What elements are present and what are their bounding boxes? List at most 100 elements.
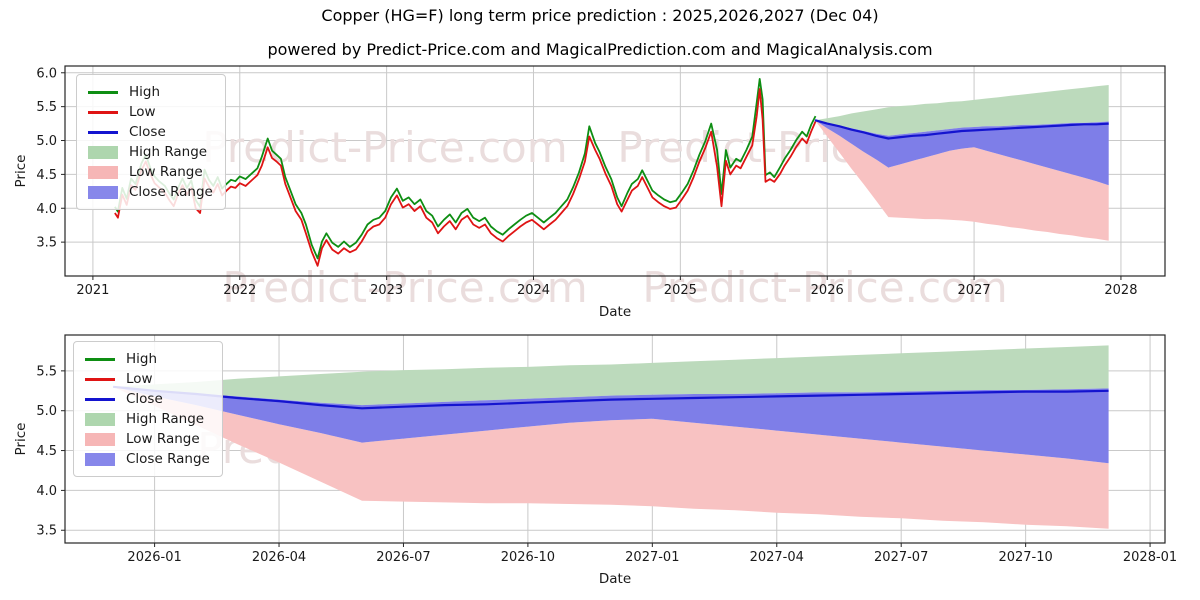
legend-item-low-range: Low Range [87, 162, 213, 182]
axis-frame [64, 334, 1166, 544]
svg-text:2023: 2023 [370, 283, 403, 298]
svg-text:3.5: 3.5 [36, 236, 57, 251]
svg-text:2024: 2024 [517, 283, 550, 298]
legend-item-close-range: Close Range [84, 449, 210, 469]
y-tick-labels: 3.5 4.0 4.5 5.0 5.5 6.0 [36, 66, 57, 250]
legend-item-close-range: Close Range [87, 182, 213, 202]
close-range-band [815, 120, 1109, 186]
legend-line-swatch [87, 130, 119, 134]
bottom-forecast-chart: Predict-Price.comPredict-Price.com2026-0… [13, 334, 1177, 587]
svg-text:2026: 2026 [811, 283, 844, 298]
legend-patch-swatch [87, 185, 119, 199]
swatch-color [85, 397, 115, 401]
legend-item-low: Low [84, 369, 210, 389]
legend-bottom-chart: High Low Close High Range Low Range Close Ran… [73, 341, 223, 477]
legend-label: High Range [129, 144, 208, 160]
legend-label: Close Range [126, 451, 210, 467]
svg-text:4.0: 4.0 [36, 202, 57, 217]
plot-data [112, 345, 1109, 529]
swatch-color [88, 110, 118, 114]
y-axis-label: Price [13, 423, 29, 456]
legend-label: Close [129, 124, 166, 140]
page-title: Copper (HG=F) long term price prediction… [321, 6, 879, 25]
y-tick-labels: 3.5 4.0 4.5 5.0 5.5 [36, 364, 57, 538]
svg-text:Predict-Price.com: Predict-Price.com [202, 123, 567, 172]
legend-top-chart: High Low Close High Range Low Range Close Ran… [76, 74, 226, 210]
legend-item-high: High [84, 349, 210, 369]
legend-label: Close Range [129, 184, 213, 200]
svg-text:2028-01: 2028-01 [1123, 550, 1177, 565]
svg-text:Predict-Price.com: Predict-Price.com [222, 263, 587, 312]
svg-text:5.5: 5.5 [36, 100, 57, 115]
svg-text:2027-10: 2027-10 [998, 550, 1052, 565]
legend-label: Close [126, 391, 163, 407]
legend-patch-swatch [87, 165, 119, 179]
legend-label: Low Range [129, 164, 203, 180]
low-range-band [815, 120, 1109, 241]
x-tick-labels: 2026-01 2026-04 2026-07 2026-10 2027-01 2027-… [127, 550, 1177, 565]
legend-line-swatch [84, 397, 116, 401]
legend-patch-swatch [84, 432, 116, 446]
svg-text:2026-10: 2026-10 [501, 550, 555, 565]
x-axis-label: Date [599, 571, 631, 587]
svg-text:2025: 2025 [664, 283, 697, 298]
swatch-color [85, 432, 115, 446]
legend-patch-swatch [84, 412, 116, 426]
legend-label: Low [129, 104, 156, 120]
svg-text:2026-04: 2026-04 [252, 550, 306, 565]
x-tick-labels: 2021 2022 2023 2024 2025 2026 2027 2028 [76, 283, 1137, 298]
svg-text:2026-07: 2026-07 [376, 550, 430, 565]
legend-item-low: Low [87, 102, 213, 122]
legend-item-close: Close [84, 389, 210, 409]
legend-item-close: Close [87, 122, 213, 142]
y-axis-label: Price [13, 155, 29, 188]
legend-line-swatch [84, 377, 116, 381]
legend-label: High Range [126, 411, 205, 427]
svg-text:2021: 2021 [76, 283, 109, 298]
swatch-color [88, 90, 118, 94]
swatch-color [85, 377, 115, 381]
axis-frame [64, 65, 1166, 277]
legend-line-swatch [87, 110, 119, 114]
forecast-close-line [814, 119, 1109, 140]
svg-text:2027-07: 2027-07 [874, 550, 928, 565]
swatch-color [88, 185, 118, 199]
svg-text:5.0: 5.0 [36, 134, 57, 149]
svg-text:2027: 2027 [958, 283, 991, 298]
svg-text:6.0: 6.0 [36, 66, 57, 81]
swatch-color [85, 357, 115, 361]
low-range-band [113, 386, 1109, 529]
axis-ticks [61, 370, 1151, 547]
svg-text:2026-01: 2026-01 [127, 550, 181, 565]
svg-text:5.5: 5.5 [36, 364, 57, 379]
swatch-color [85, 412, 115, 426]
svg-text:2027-04: 2027-04 [750, 550, 804, 565]
svg-text:4.5: 4.5 [36, 168, 57, 183]
page-subtitle: powered by Predict-Price.com and Magical… [267, 40, 933, 59]
forecast-close-line [112, 385, 1109, 410]
legend-label: High [129, 84, 161, 100]
legend-item-high: High [87, 82, 213, 102]
x-axis-label: Date [599, 304, 631, 320]
svg-text:2022: 2022 [223, 283, 256, 298]
swatch-color [88, 145, 118, 159]
svg-text:Predict-Price.com: Predict-Price.com [642, 263, 1007, 312]
legend-item-low-range: Low Range [84, 429, 210, 449]
svg-text:4.5: 4.5 [36, 444, 57, 459]
svg-text:2027-01: 2027-01 [625, 550, 679, 565]
legend-patch-swatch [87, 145, 119, 159]
legend-label: Low Range [126, 431, 200, 447]
svg-text:3.5: 3.5 [36, 524, 57, 539]
legend-item-high-range: High Range [84, 409, 210, 429]
axis-ticks [61, 72, 1122, 280]
legend-patch-swatch [84, 452, 116, 466]
high-range-band [113, 345, 1109, 406]
high-range-band [815, 85, 1109, 136]
swatch-color [88, 130, 118, 134]
close-range-band [113, 386, 1109, 464]
legend-line-swatch [87, 90, 119, 94]
top-chart: Predict-Price.com Predict-Price.com Predic… [13, 65, 1166, 320]
legend-item-high-range: High Range [87, 142, 213, 162]
svg-text:5.0: 5.0 [36, 404, 57, 419]
